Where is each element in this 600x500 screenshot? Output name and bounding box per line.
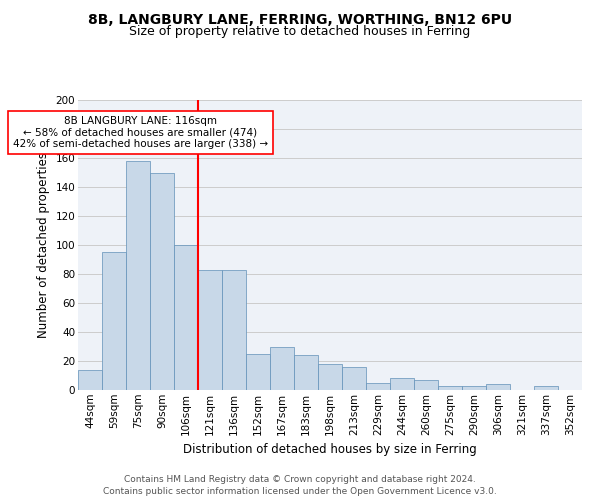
Bar <box>342 367 366 390</box>
Text: 8B LANGBURY LANE: 116sqm
← 58% of detached houses are smaller (474)
42% of semi-: 8B LANGBURY LANE: 116sqm ← 58% of detach… <box>13 116 268 149</box>
Bar <box>534 386 558 390</box>
Bar <box>246 354 270 390</box>
Text: Size of property relative to detached houses in Ferring: Size of property relative to detached ho… <box>130 25 470 38</box>
Bar <box>270 346 294 390</box>
Text: Contains HM Land Registry data © Crown copyright and database right 2024.
Contai: Contains HM Land Registry data © Crown c… <box>103 474 497 496</box>
Bar <box>222 270 246 390</box>
Bar <box>150 172 174 390</box>
Bar <box>294 355 318 390</box>
Bar <box>438 386 462 390</box>
Bar <box>414 380 438 390</box>
Bar <box>486 384 510 390</box>
Bar <box>366 383 390 390</box>
X-axis label: Distribution of detached houses by size in Ferring: Distribution of detached houses by size … <box>183 443 477 456</box>
Bar <box>78 370 102 390</box>
Text: 8B, LANGBURY LANE, FERRING, WORTHING, BN12 6PU: 8B, LANGBURY LANE, FERRING, WORTHING, BN… <box>88 12 512 26</box>
Bar <box>390 378 414 390</box>
Bar <box>462 386 486 390</box>
Bar <box>126 161 150 390</box>
Y-axis label: Number of detached properties: Number of detached properties <box>37 152 50 338</box>
Bar <box>174 245 198 390</box>
Bar <box>318 364 342 390</box>
Bar <box>102 252 126 390</box>
Bar <box>198 270 222 390</box>
